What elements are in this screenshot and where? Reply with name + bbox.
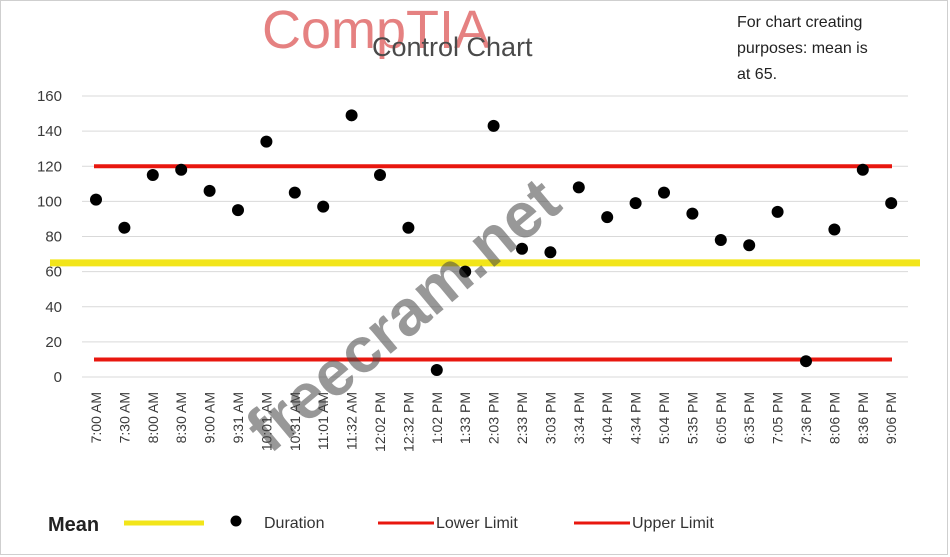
duration-point (771, 205, 784, 218)
legend-duration-label: Duration (264, 515, 324, 532)
x-tick-label: 11:01 AM (315, 392, 331, 450)
y-tick-label: 60 (45, 264, 62, 281)
legend-upper-label: Upper Limit (632, 515, 714, 532)
duration-point (658, 186, 670, 199)
x-tick-label: 1:33 PM (457, 392, 473, 444)
legend-lower-label: Lower Limit (436, 515, 518, 532)
legend: Mean Duration Lower Limit Upper Limit (48, 514, 714, 536)
x-tick-label: 5:35 PM (684, 392, 700, 444)
x-tick-label: 7:00 AM (88, 392, 104, 443)
reference-lines (50, 164, 920, 362)
duration-point (714, 234, 727, 247)
duration-point (317, 200, 330, 213)
duration-point (544, 246, 557, 259)
y-tick-label: 120 (37, 158, 62, 175)
duration-point (430, 363, 443, 376)
x-tick-label: 11:32 AM (344, 392, 360, 450)
x-axis-ticks: 7:00 AM 7:30 AM 8:00 AM 8:30 AM 9:00 AM 9:31 … (88, 392, 899, 452)
x-tick-label: 4:34 PM (628, 392, 644, 444)
x-tick-label: 8:36 PM (855, 392, 871, 444)
duration-point (90, 193, 102, 206)
duration-points (90, 109, 898, 376)
y-tick-label: 0 (54, 369, 62, 386)
duration-point (800, 355, 812, 368)
duration-point (203, 184, 216, 197)
duration-point (487, 119, 500, 132)
y-tick-label: 160 (37, 88, 62, 105)
y-axis-ticks: 0 20 40 60 80 100 120 140 160 (37, 88, 62, 386)
x-tick-label: 6:35 PM (741, 392, 757, 444)
y-tick-label: 40 (45, 299, 62, 316)
x-tick-label: 3:34 PM (571, 392, 587, 444)
x-tick-label: 9:06 PM (883, 392, 899, 444)
x-tick-label: 12:02 PM (372, 392, 388, 452)
comptia-logo-watermark: CompTIA (262, 0, 490, 60)
chart-title: Control Chart (372, 32, 533, 62)
duration-point (572, 181, 585, 194)
x-tick-label: 8:06 PM (826, 392, 842, 444)
duration-point (232, 204, 244, 217)
duration-point (402, 221, 415, 234)
duration-point (459, 265, 472, 278)
x-tick-label: 10:31 AM (287, 392, 303, 451)
duration-point (686, 207, 699, 220)
x-tick-label: 7:05 PM (770, 392, 786, 444)
annotation-line-3: at 65. (737, 66, 777, 83)
duration-point (516, 242, 528, 255)
y-tick-label: 20 (45, 334, 62, 351)
duration-point (856, 163, 869, 176)
duration-point (885, 197, 898, 210)
duration-point (118, 221, 131, 234)
x-tick-label: 7:36 PM (798, 392, 814, 444)
duration-point (374, 169, 386, 182)
x-tick-label: 10:01 AM (258, 392, 274, 451)
duration-point (601, 211, 614, 224)
duration-point (743, 239, 756, 252)
y-tick-label: 140 (37, 123, 62, 140)
duration-point (260, 135, 273, 148)
annotation-line-2: purposes: mean is (737, 40, 868, 57)
duration-point (146, 169, 159, 182)
x-tick-label: 8:00 AM (145, 392, 161, 443)
duration-point (288, 186, 301, 199)
x-tick-label: 5:04 PM (656, 392, 672, 444)
x-tick-label: 9:00 AM (202, 392, 218, 443)
gridlines (82, 95, 908, 378)
x-tick-label: 9:31 AM (230, 392, 246, 443)
x-tick-label: 8:30 AM (173, 392, 189, 443)
x-tick-label: 3:03 PM (542, 392, 558, 444)
annotation-line-1: For chart creating (737, 14, 862, 31)
x-tick-label: 2:03 PM (486, 392, 502, 444)
duration-point (629, 197, 642, 210)
legend-mean-label: Mean (48, 514, 99, 536)
x-tick-label: 1:02 PM (429, 392, 445, 444)
x-tick-label: 2:33 PM (514, 392, 530, 444)
legend-duration-swatch (230, 515, 242, 527)
x-tick-label: 12:32 PM (400, 392, 416, 452)
y-tick-label: 80 (45, 229, 62, 246)
duration-point (828, 223, 841, 236)
x-tick-label: 6:05 PM (713, 392, 729, 444)
x-tick-label: 4:04 PM (599, 392, 615, 444)
chart-annotation: For chart creating purposes: mean is at … (737, 14, 872, 83)
duration-point (175, 163, 188, 176)
duration-point (345, 109, 358, 122)
x-tick-label: 7:30 AM (116, 392, 132, 443)
y-tick-label: 100 (37, 193, 62, 210)
